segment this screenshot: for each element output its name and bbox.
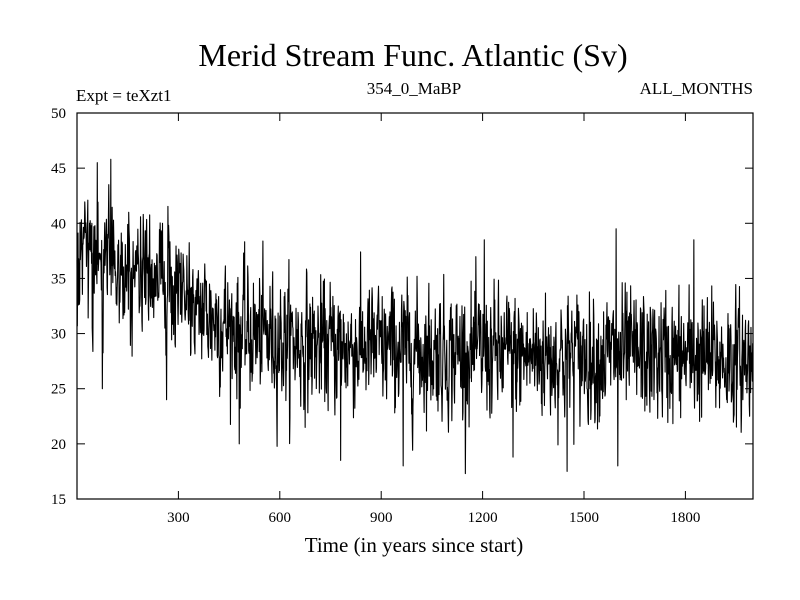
y-tick-label-20: 20: [51, 437, 66, 453]
y-tick-label-50: 50: [51, 106, 66, 122]
y-tick-label-15: 15: [51, 492, 66, 508]
x-axis-label: Time (in years since start): [305, 533, 524, 557]
x-tick-label-1800: 1800: [670, 510, 700, 526]
x-tick-label-600: 600: [269, 510, 292, 526]
date-label: 354_0_MaBP: [367, 79, 461, 98]
y-tick-label-25: 25: [51, 382, 66, 398]
series-line-atlantic-stream-function: [76, 158, 754, 475]
x-tick-label-900: 900: [370, 510, 393, 526]
months-label: ALL_MONTHS: [640, 79, 753, 98]
plot-frame: [76, 112, 754, 500]
x-tick-label-300: 300: [167, 510, 190, 526]
chart-title: Merid Stream Func. Atlantic (Sv): [198, 37, 627, 73]
y-tick-label-35: 35: [51, 271, 66, 287]
x-tick-label-1200: 1200: [468, 510, 498, 526]
y-tick-label-40: 40: [51, 216, 66, 232]
y-tick-label-45: 45: [51, 161, 66, 177]
y-tick-label-30: 30: [51, 327, 66, 343]
experiment-label: Expt = teXzt1: [76, 86, 172, 105]
x-tick-group: 300 600 900 1200 1500 1800: [167, 113, 700, 526]
plot-line-group: [76, 158, 754, 475]
x-tick-label-1500: 1500: [569, 510, 599, 526]
